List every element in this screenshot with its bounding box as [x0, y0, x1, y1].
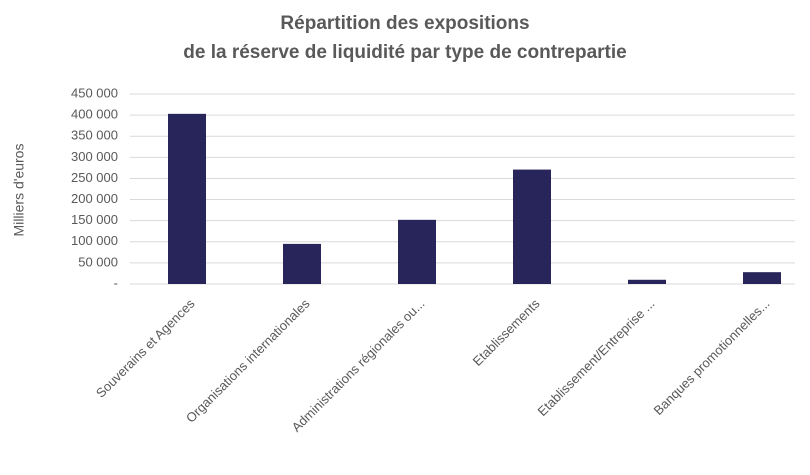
x-tick-label: Souverains et Agences	[93, 296, 198, 401]
y-tick-label: 150 000	[71, 212, 118, 227]
bar	[628, 279, 666, 284]
bar	[398, 219, 436, 284]
y-tick-label: 350 000	[71, 128, 118, 143]
chart-title: de la réserve de liquidité par type de c…	[183, 42, 627, 63]
y-tick-label: 50 000	[78, 254, 118, 269]
y-tick-label: 250 000	[71, 170, 118, 185]
y-axis-label: Milliers d'euros	[11, 144, 27, 237]
x-tick-label: Etablissements	[470, 296, 543, 369]
x-tick-label: Etablissement/Entreprise ...	[535, 296, 658, 419]
chart-title: Répartition des expositions	[280, 13, 529, 34]
bar	[168, 113, 206, 284]
x-tick-label: Administrations régionales ou...	[289, 296, 428, 435]
bar	[513, 169, 551, 284]
y-tick-label: 100 000	[71, 233, 118, 248]
x-tick-label: Banques promotionnelles...	[651, 296, 773, 418]
bar	[283, 243, 321, 284]
y-tick-label: 400 000	[71, 107, 118, 122]
bar	[743, 272, 781, 284]
x-tick-label: Organisations internationales	[183, 296, 313, 426]
y-tick-label: 450 000	[71, 85, 118, 100]
y-tick-label: -	[114, 275, 118, 290]
y-tick-label: 300 000	[71, 149, 118, 164]
y-tick-label: 200 000	[71, 191, 118, 206]
